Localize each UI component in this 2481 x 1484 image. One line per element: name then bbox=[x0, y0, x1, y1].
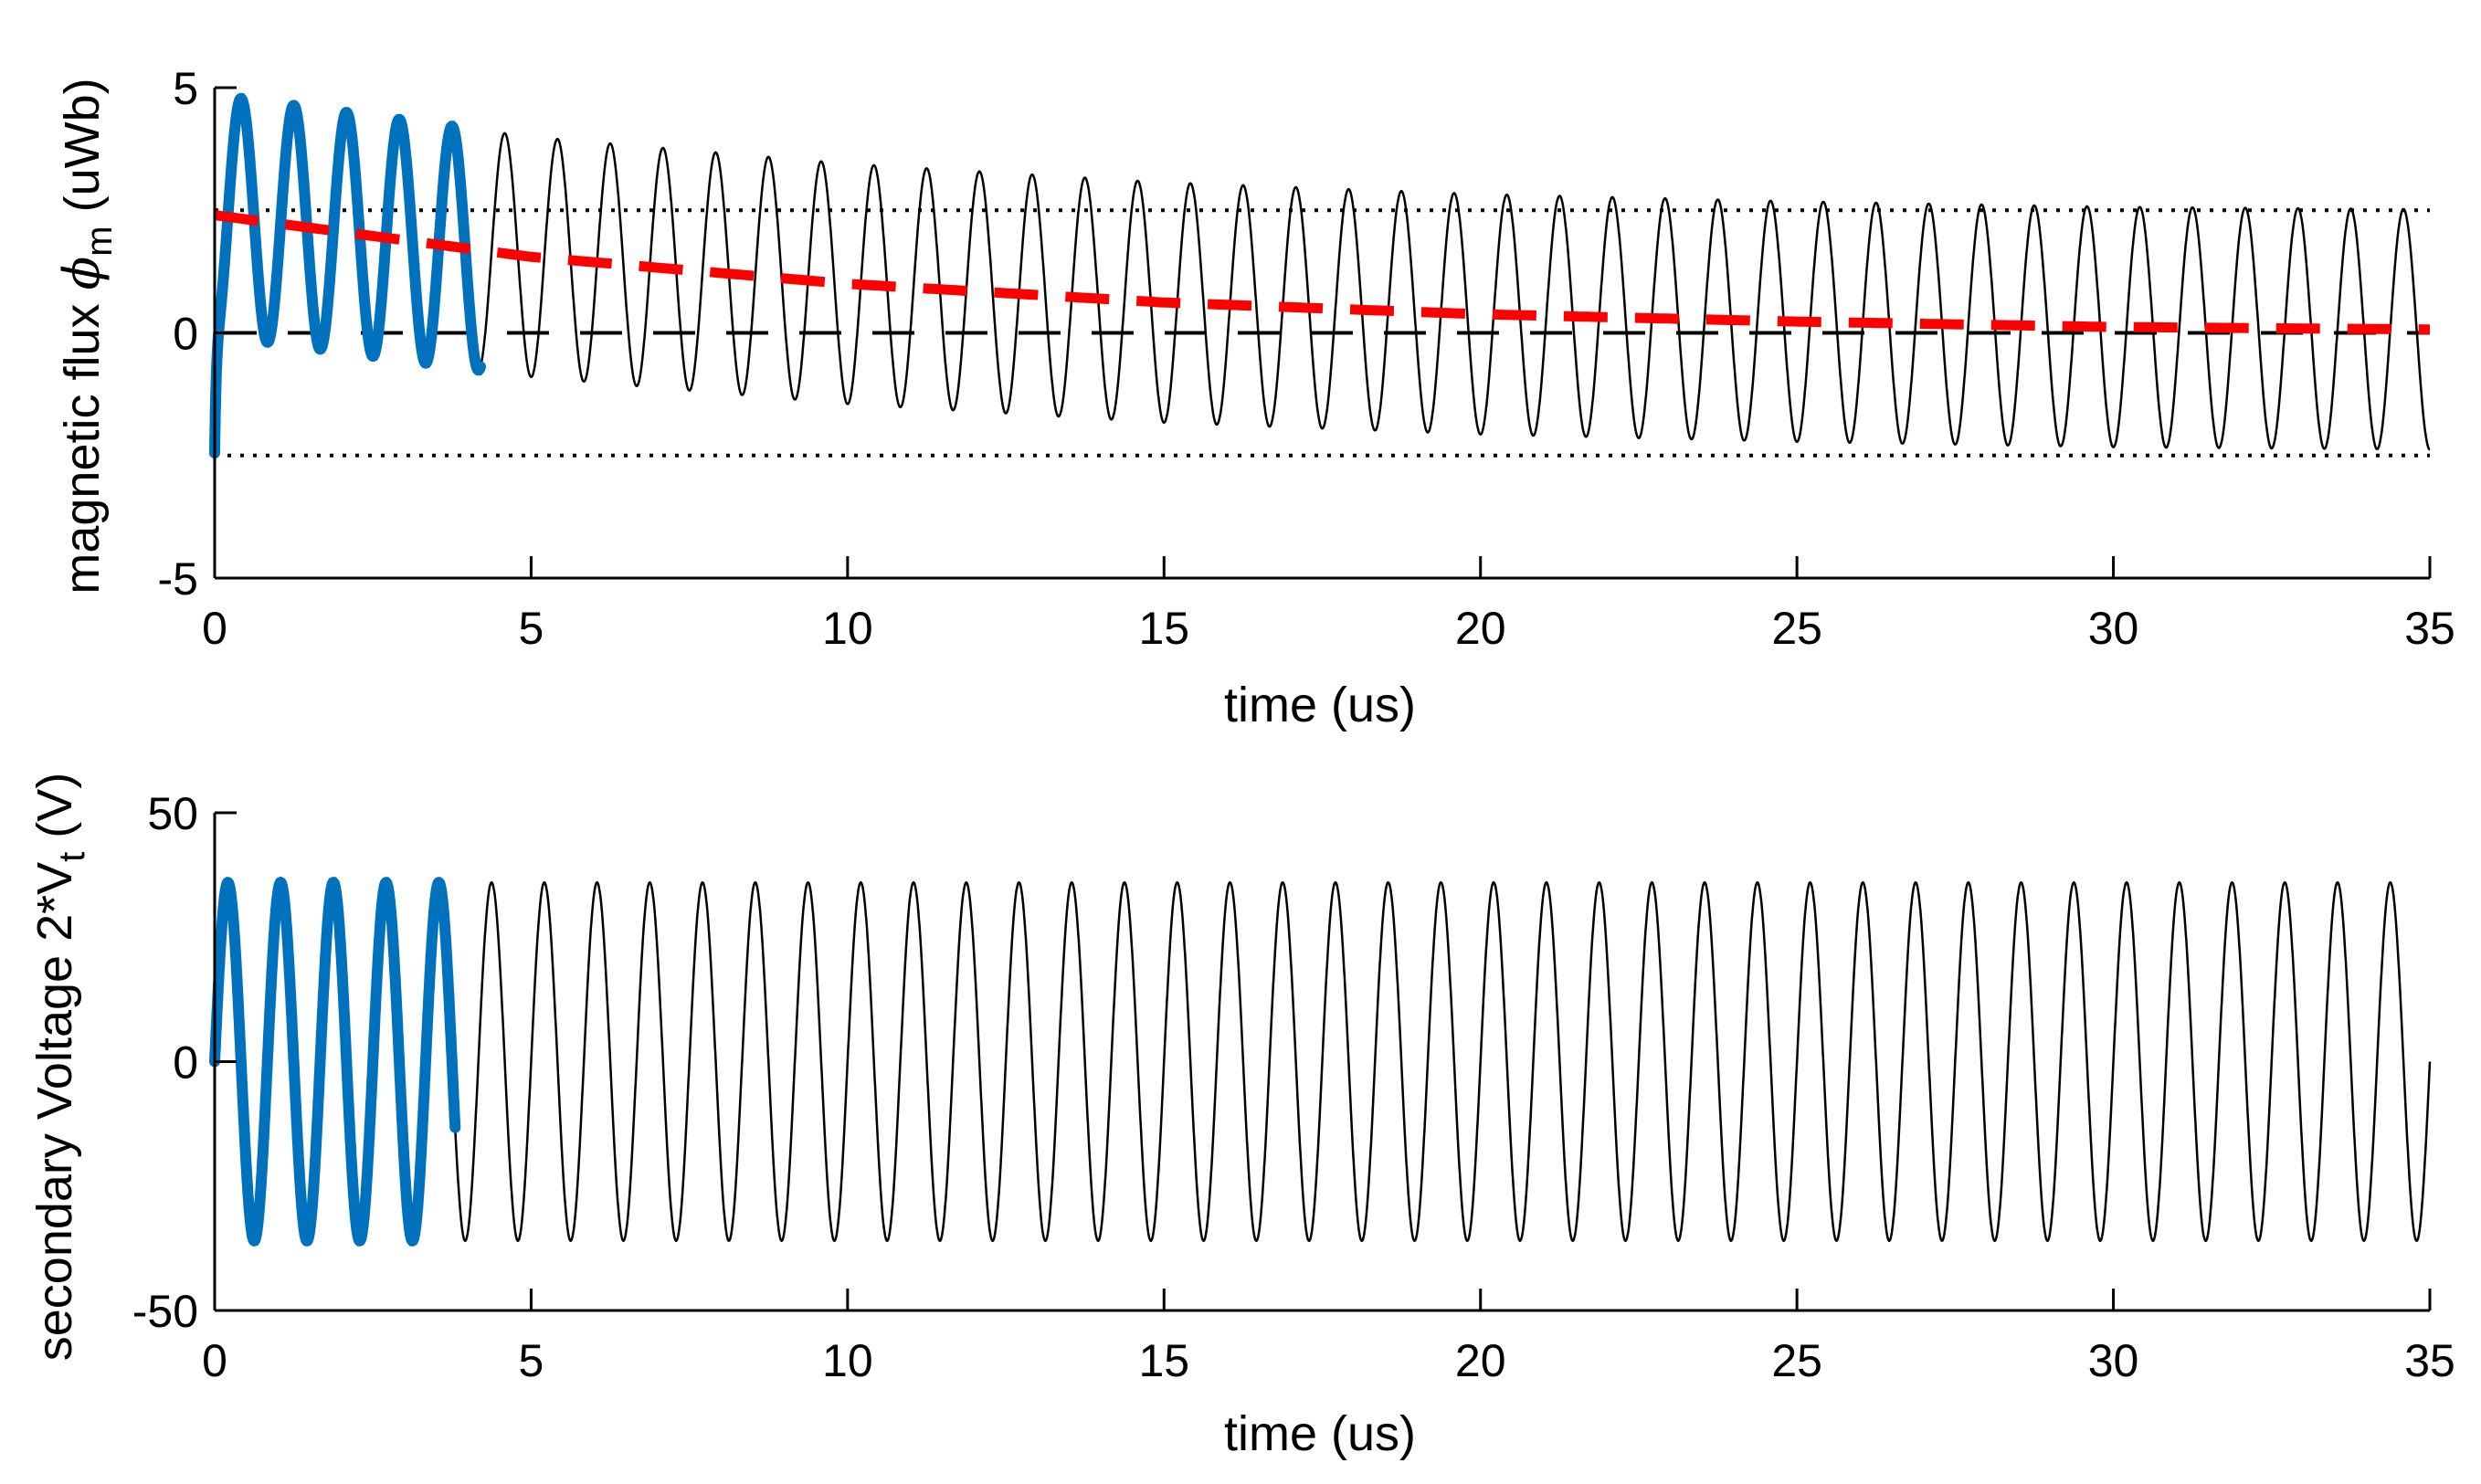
voltage-x-tick-labels: 0 5 10 15 20 25 30 35 bbox=[202, 1335, 2455, 1386]
flux-chart: 0 5 10 15 20 25 30 35 50-5 time (us) magnetic f… bbox=[53, 63, 2455, 732]
flux-y-tick-label: 5 bbox=[173, 63, 198, 114]
flux-x-tick-label: 35 bbox=[2404, 603, 2455, 654]
flux-x-tick-label: 5 bbox=[519, 603, 544, 654]
voltage-y-axis-label-unit: (V) bbox=[27, 773, 82, 852]
voltage-series-initial bbox=[209, 876, 461, 1247]
flux-y-tick-label: 0 bbox=[173, 309, 198, 360]
flux-y-tick-labels: 5 0 -5 bbox=[158, 63, 198, 605]
flux-x-tick-label: 30 bbox=[2088, 603, 2139, 654]
voltage-x-tick-label: 10 bbox=[822, 1335, 873, 1386]
flux-y-axis-label-main: magnetic flux bbox=[55, 289, 110, 594]
voltage-x-axis-label: time (us) bbox=[1224, 1406, 1416, 1461]
flux-x-tick-label: 20 bbox=[1455, 603, 1506, 654]
voltage-y-axis-label: secondary Voltage 2*Vt (V) bbox=[27, 773, 92, 1362]
voltage-x-tick-label: 0 bbox=[202, 1335, 227, 1386]
flux-x-tick-label: 15 bbox=[1138, 603, 1189, 654]
flux-y-axis-label: magnetic flux ϕm (uWb) bbox=[53, 78, 120, 594]
flux-y-axis-label-subscript: m bbox=[79, 226, 120, 256]
voltage-y-tick-label: -50 bbox=[132, 1286, 198, 1337]
flux-series-total bbox=[213, 97, 2431, 454]
flux-x-tick-label: 0 bbox=[202, 603, 227, 654]
voltage-x-tick-label: 35 bbox=[2404, 1335, 2455, 1386]
flux-x-tick-label: 25 bbox=[1771, 603, 1822, 654]
voltage-plot-area bbox=[209, 876, 2432, 1247]
voltage-x-tick-label: 5 bbox=[519, 1335, 544, 1386]
voltage-y-axis-label-subscript: t bbox=[52, 852, 92, 862]
voltage-chart: 0 5 10 15 20 25 30 35 500-50 time (us) secondar… bbox=[27, 773, 2455, 1461]
voltage-y-axis-label-main: secondary Voltage 2*V bbox=[27, 862, 82, 1361]
flux-series-dc-offset bbox=[214, 210, 2430, 335]
voltage-y-tick-label: 0 bbox=[173, 1037, 198, 1089]
flux-x-tick-label: 10 bbox=[822, 603, 873, 654]
flux-axes bbox=[213, 86, 2432, 580]
voltage-x-tick-label: 15 bbox=[1138, 1335, 1189, 1386]
voltage-x-tick-label: 30 bbox=[2088, 1335, 2139, 1386]
voltage-x-tick-label: 25 bbox=[1771, 1335, 1822, 1386]
voltage-axes bbox=[213, 811, 2432, 1312]
voltage-series-total bbox=[213, 880, 2432, 1243]
voltage-y-tick-labels: 50 0 -50 bbox=[132, 788, 198, 1337]
flux-y-axis-label-symbol: ϕ bbox=[53, 257, 111, 290]
flux-x-tick-labels: 0 5 10 15 20 25 30 35 bbox=[202, 603, 2455, 654]
flux-plot-area bbox=[209, 92, 2431, 459]
flux-x-axis-label: time (us) bbox=[1224, 678, 1416, 732]
voltage-y-tick-label: 50 bbox=[147, 788, 198, 839]
flux-y-axis-label-unit: (uWb) bbox=[55, 78, 110, 226]
flux-y-tick-label: -5 bbox=[158, 553, 198, 605]
flux-series-initial bbox=[209, 92, 486, 459]
voltage-x-tick-label: 20 bbox=[1455, 1335, 1506, 1386]
